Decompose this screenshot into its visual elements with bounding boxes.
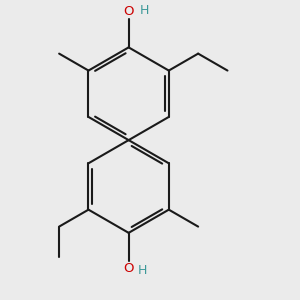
Text: H: H bbox=[140, 4, 150, 17]
Text: H: H bbox=[138, 264, 147, 277]
Text: O: O bbox=[123, 5, 134, 18]
Text: O: O bbox=[123, 262, 134, 275]
